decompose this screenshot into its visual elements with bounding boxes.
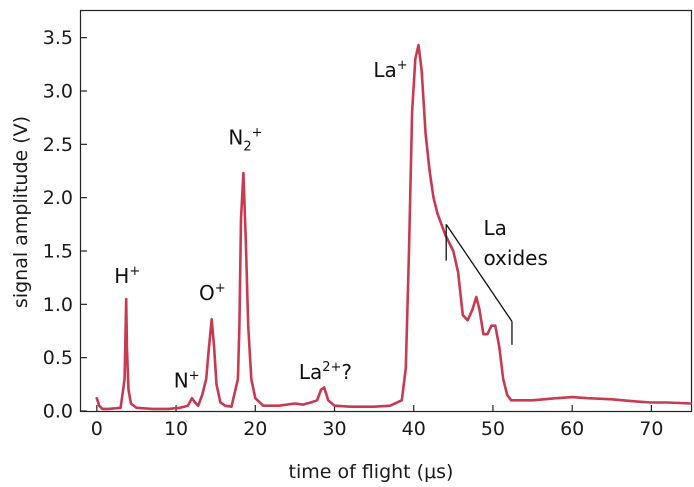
x-axis-label: time of flight (μs) [289, 461, 454, 483]
peak-label-base: O [199, 281, 215, 305]
peak-label-sup: + [397, 58, 408, 73]
peak-label: La [483, 216, 506, 240]
y-tick-label: 3.0 [43, 81, 73, 103]
peak-label-sup: + [215, 281, 226, 296]
x-tick-label: 50 [481, 418, 505, 440]
x-tick-label: 40 [402, 418, 426, 440]
peak-label-sub: 2 [243, 139, 251, 154]
peak-label-base: La [299, 360, 322, 384]
y-tick-label: 2.5 [43, 134, 73, 156]
peak-label: oxides [483, 246, 547, 270]
peak-label-sup: 2+ [322, 360, 341, 375]
y-tick-label: 2.0 [43, 187, 73, 209]
peak-label: O+ [199, 281, 226, 305]
x-tick-label: 0 [91, 418, 103, 440]
peak-label: La+ [373, 58, 407, 82]
y-tick-label: 1.0 [43, 294, 73, 316]
x-tick-label: 30 [322, 418, 346, 440]
peak-label-base: H [114, 264, 129, 288]
oxides-bracket-line [445, 223, 513, 322]
y-tick-label: 0.5 [43, 347, 73, 369]
peak-label-sup: + [252, 125, 263, 140]
y-tick-label: 1.5 [43, 241, 73, 263]
x-tick-label: 20 [243, 418, 267, 440]
x-tick-label: 70 [639, 418, 663, 440]
peak-label-base: N [228, 125, 243, 149]
series-layer [95, 43, 693, 411]
peak-label: N+ [174, 369, 200, 393]
y-tick-label: 0.0 [43, 401, 73, 423]
x-tick-label: 10 [164, 418, 188, 440]
y-axis-label: signal amplitude (V) [10, 116, 32, 308]
plot-frame [79, 9, 693, 413]
peak-label-sup: + [189, 369, 200, 384]
y-tick-label: 3.5 [43, 27, 73, 49]
peak-label-base: N [174, 369, 189, 393]
peak-label: H+ [114, 264, 140, 288]
peak-label-sup: + [129, 264, 140, 279]
peak-label-base: La [483, 216, 506, 240]
peak-label: N2+ [228, 125, 262, 154]
peak-label: La2+? [299, 360, 352, 384]
x-axis: 0 10 20 30 40 50 60 70 [91, 405, 663, 440]
peak-label-base: oxides [483, 246, 547, 270]
x-tick-label: 60 [560, 418, 584, 440]
series-line [95, 43, 693, 411]
y-axis: 0.0 0.5 1.0 1.5 2.0 2.5 3.0 3.5 [43, 27, 87, 423]
peak-label-tail: ? [341, 360, 352, 384]
peak-label-base: La [373, 58, 396, 82]
